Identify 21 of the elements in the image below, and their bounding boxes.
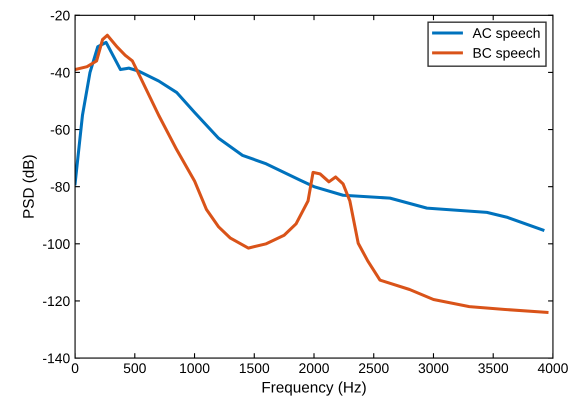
y-tick-label: -140	[43, 353, 70, 364]
x-tick-label: 2000	[299, 363, 329, 374]
legend-label: BC speech	[474, 48, 540, 61]
y-tick-label: -120	[43, 296, 70, 306]
legend-label: AC speech	[472, 28, 540, 41]
y-tick-label: -20	[50, 10, 70, 20]
x-tick-label: 1500	[240, 363, 270, 374]
x-tick-label: 3500	[478, 363, 508, 374]
x-tick-label: 2500	[358, 363, 389, 374]
y-tick-label: -40	[50, 68, 70, 78]
y-tick-label: -100	[43, 239, 70, 249]
x-tick-label: 500	[124, 363, 146, 374]
x-tick-label: 1000	[180, 363, 210, 374]
y-tick-label: -80	[50, 182, 70, 192]
x-tick-label: 0	[72, 363, 78, 374]
line-series	[75, 40, 544, 232]
x-tick-label: 3000	[418, 363, 448, 374]
x-axis-title: Frequency (Hz)	[262, 381, 366, 396]
y-axis-title: PSD (dB)	[22, 155, 37, 218]
x-tick-label: 4000	[538, 363, 568, 374]
y-tick-label: -60	[50, 124, 70, 135]
